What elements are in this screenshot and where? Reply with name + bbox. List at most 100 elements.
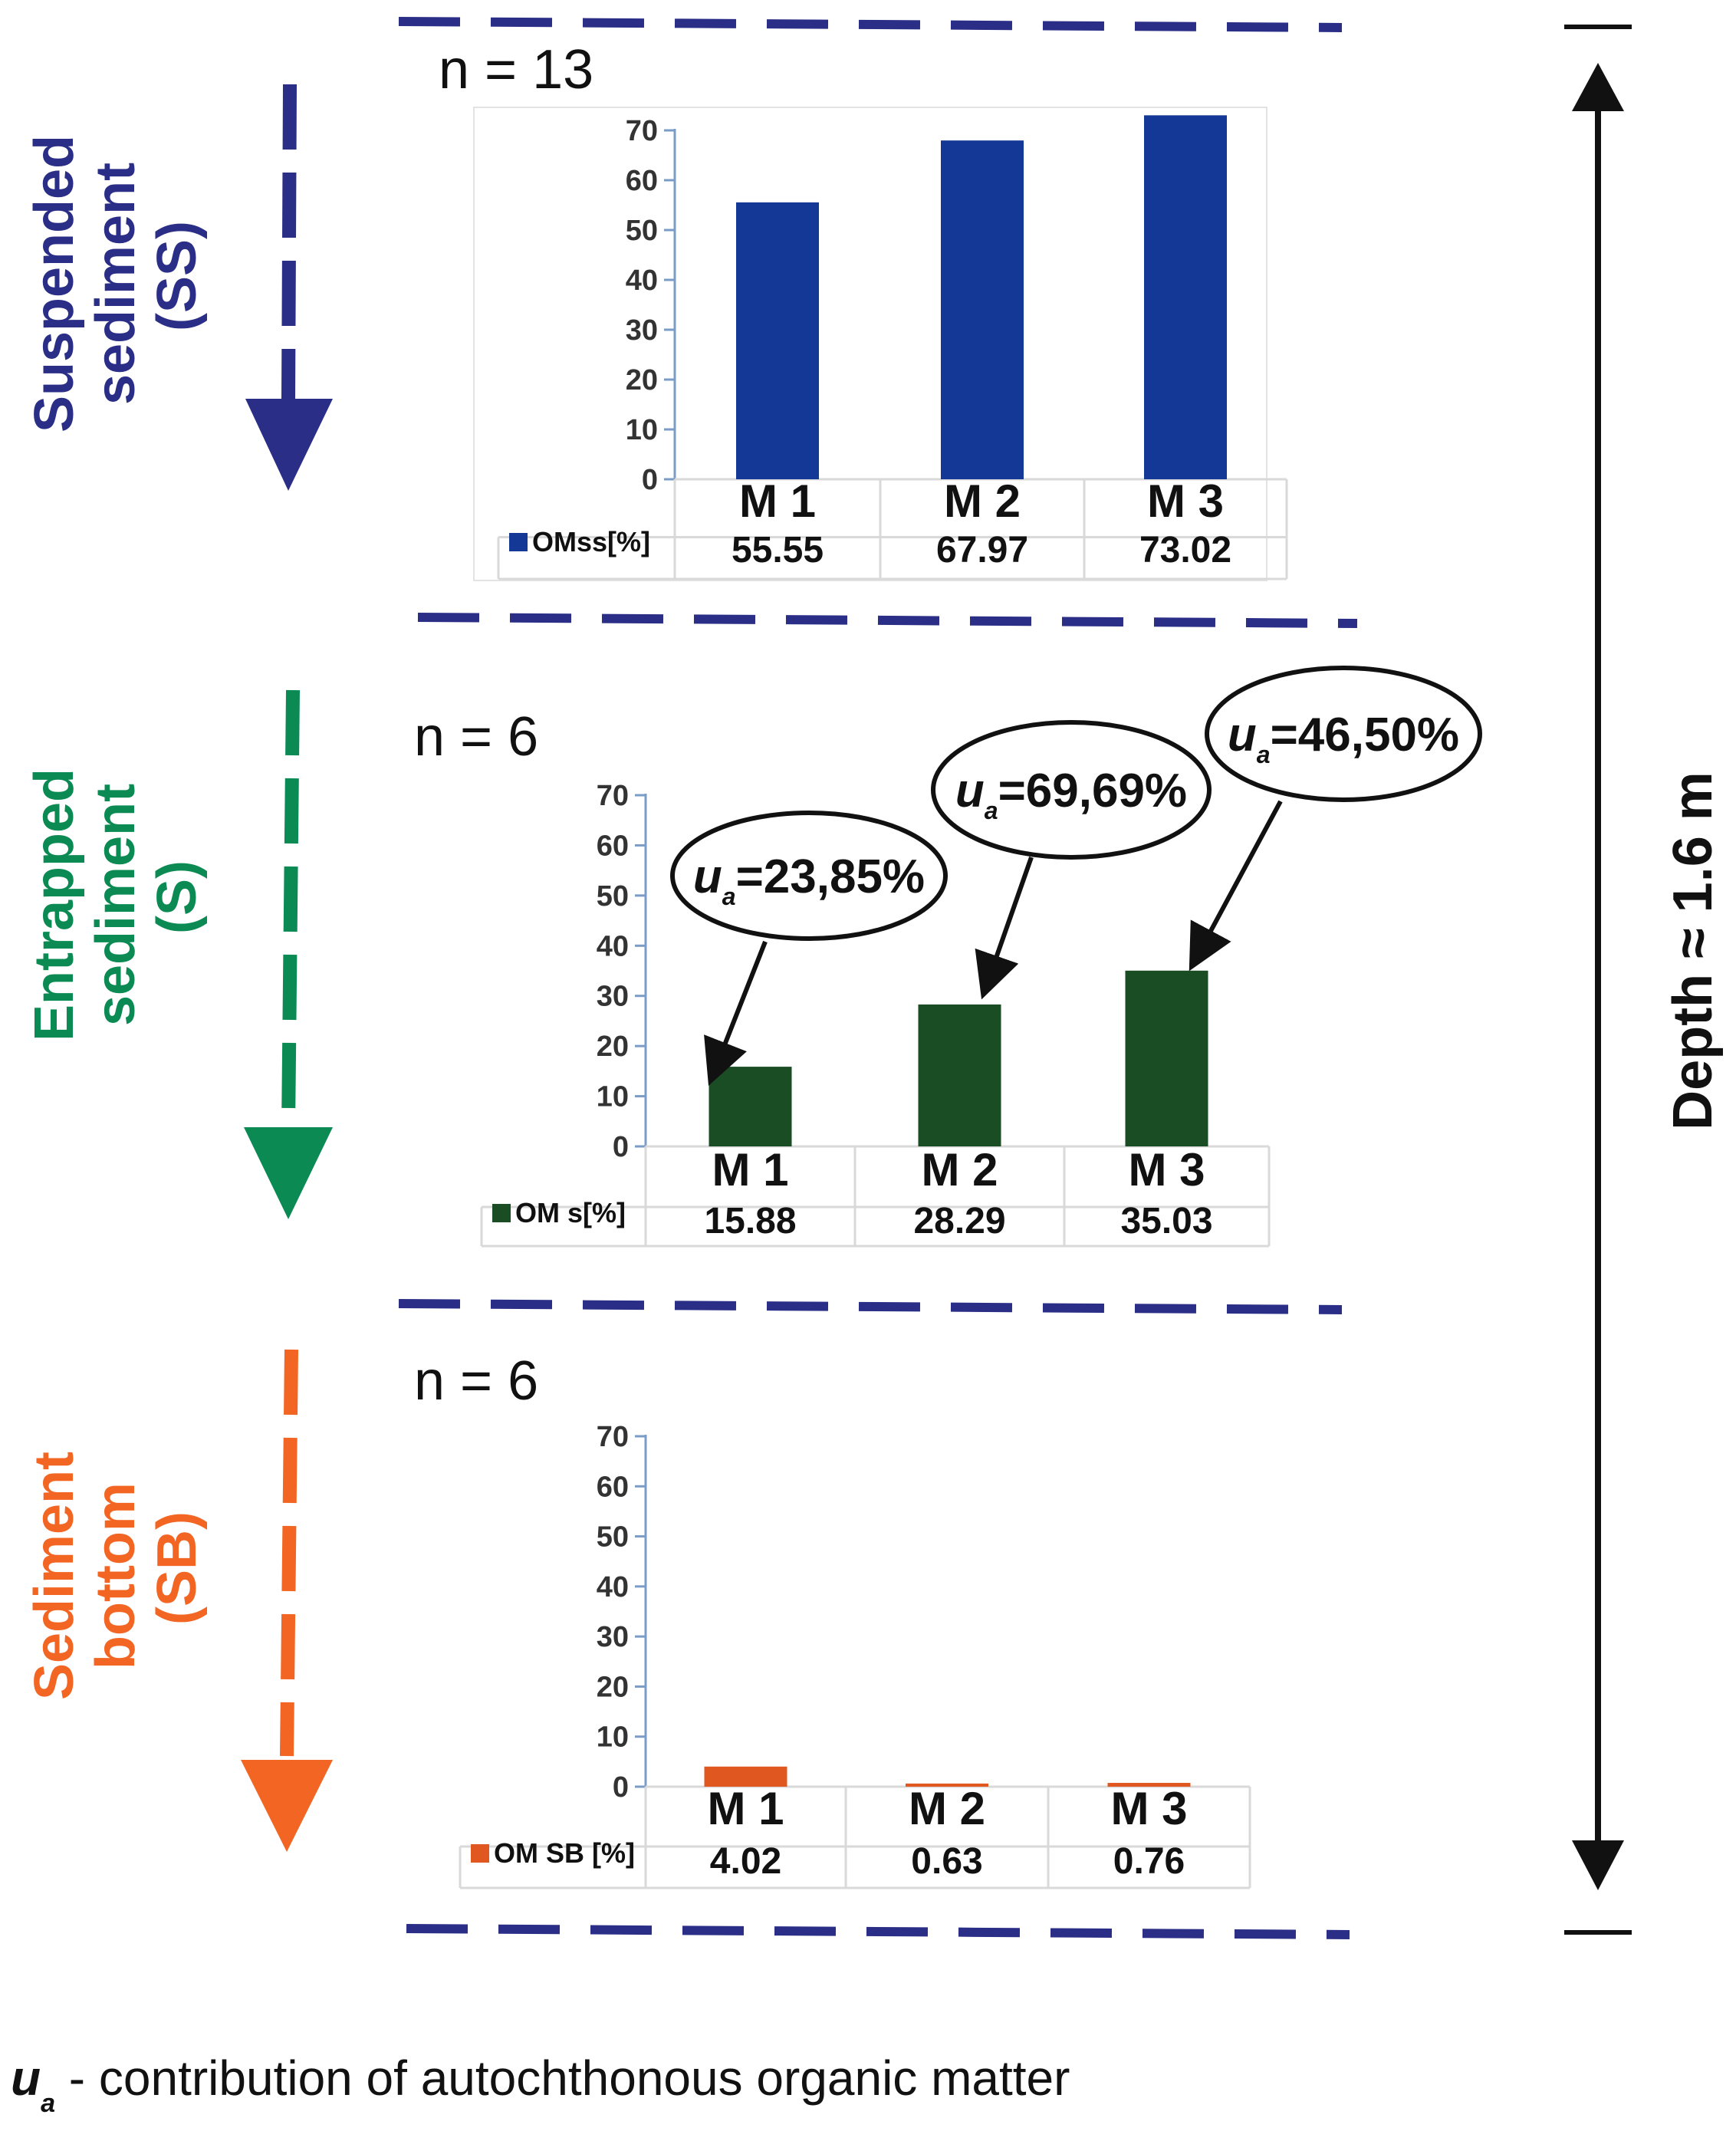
sample-count-label: n = 6 [414, 706, 538, 768]
category-label: M 3 [1128, 1144, 1205, 1195]
callout-symbol: u [693, 850, 722, 903]
legend-label: OM s[%] [515, 1197, 626, 1228]
legend-label: OM SB [%] [494, 1837, 635, 1869]
section-label-line: (SB) [146, 1511, 208, 1625]
section-separators [398, 17, 1358, 1939]
category-label: M 1 [712, 1144, 788, 1195]
footnote: ua - contribution of autochthonous organ… [11, 2050, 1070, 2118]
separator-ss-s [417, 613, 1358, 628]
separator-s-sb [398, 1299, 1343, 1314]
callout-symbol: u [955, 765, 985, 817]
bar-m3 [1107, 1783, 1191, 1787]
callout-value: =69,69% [998, 765, 1188, 817]
callout-ellipse [931, 720, 1212, 860]
bar-m3 [1125, 970, 1208, 1146]
section-label-line: sediment [85, 784, 146, 1026]
sample-count-label: n = 13 [439, 39, 593, 100]
bar-m2 [941, 140, 1024, 479]
y-tick-label: 10 [597, 1081, 629, 1113]
section-label-line: bottom [85, 1482, 146, 1669]
value-label: 0.76 [1113, 1841, 1185, 1882]
depth-indicator [1564, 25, 1632, 1935]
depth-label: Depth ≈ 1.6 m [1662, 771, 1724, 1130]
y-tick-label: 40 [626, 265, 658, 297]
callout-value: =23,85% [736, 850, 926, 903]
y-tick-label: 70 [597, 1421, 629, 1453]
section-label-line: sediment [85, 163, 146, 405]
category-label: M 3 [1147, 475, 1224, 527]
legend-swatch [492, 1204, 511, 1222]
section-arrow-sb [241, 1349, 333, 1852]
y-tick-label: 60 [597, 1471, 629, 1503]
y-tick-label: 10 [626, 414, 658, 446]
y-tick-label: 0 [613, 1131, 629, 1163]
y-tick-label: 20 [597, 1671, 629, 1703]
section-label-line: Entrapped [24, 768, 85, 1041]
value-label: 15.88 [704, 1201, 796, 1241]
callout-ellipse [670, 811, 948, 941]
callout-text: ua=69,69% [955, 765, 1187, 824]
callout-ellipse [1205, 666, 1482, 802]
section-label-line: Sediment [24, 1452, 85, 1700]
category-label: M 2 [944, 475, 1021, 527]
y-tick-label: 0 [613, 1771, 629, 1804]
callout-subscript: a [722, 883, 736, 910]
callout-arrow [704, 940, 768, 1086]
bar-m2 [906, 1783, 988, 1787]
ua-callout: ua=46,50% [1189, 666, 1482, 972]
callout-arrow [1189, 800, 1283, 972]
y-tick-label: 30 [626, 314, 658, 347]
separator-top [398, 17, 1343, 32]
y-tick-label: 0 [642, 464, 658, 496]
value-label: 67.97 [936, 530, 1028, 571]
chart-frame [473, 107, 1267, 581]
callout-subscript: a [1257, 741, 1271, 768]
chart-suspended-sediment: n = 13 0 10 20 30 40 50 60 70 OMss[%] M 155.55 M 26… [439, 39, 1288, 581]
y-tick-label: 30 [597, 981, 629, 1013]
y-tick-label: 70 [626, 115, 658, 147]
y-tick-label: 30 [597, 1621, 629, 1653]
sample-count-label: n = 6 [414, 1350, 538, 1412]
section-label-s: Entrapped sediment (S) [24, 753, 208, 1041]
section-label-sb: Sediment bottom (SB) [24, 1436, 208, 1700]
value-label: 35.03 [1120, 1201, 1212, 1241]
category-label: M 1 [739, 475, 816, 527]
category-label: M 2 [921, 1144, 998, 1195]
bar-m3 [1144, 115, 1227, 479]
callout-text: ua=23,85% [693, 850, 925, 910]
ua-callout: ua=23,85% [670, 811, 948, 1086]
section-arrow-s [244, 689, 333, 1219]
y-tick-label: 40 [597, 1571, 629, 1603]
y-tick-label: 50 [626, 215, 658, 247]
y-tick-label: 60 [626, 165, 658, 197]
footnote-text: - contribution of autochthonous organic … [55, 2050, 1070, 2106]
section-arrow-ss [245, 84, 333, 491]
section-label-line: (S) [146, 860, 208, 934]
callout-text: ua=46,50% [1228, 709, 1459, 768]
chart-entrapped-sediment: n = 6 0 10 20 30 40 50 60 70 OM s[%] M 1 15.88 M 2 28… [414, 666, 1482, 1248]
bar-m1 [704, 1766, 787, 1787]
category-label: M 2 [909, 1783, 985, 1834]
bar-m1 [736, 202, 819, 479]
value-label: 0.63 [911, 1841, 982, 1882]
legend-swatch [509, 533, 528, 551]
bar-m2 [918, 1004, 1001, 1146]
bar-m1 [709, 1067, 792, 1146]
callout-subscript: a [985, 797, 998, 824]
chart-sediment-bottom: n = 6 0 10 20 30 40 50 60 70 OM SB [%] M 1 4.02 M 2 0… [414, 1350, 1251, 1889]
y-tick-label: 20 [597, 1031, 629, 1063]
category-label: M 1 [707, 1783, 784, 1834]
value-label: 73.02 [1139, 530, 1231, 571]
value-label: 55.55 [732, 530, 824, 571]
y-tick-label: 20 [626, 364, 658, 396]
value-label: 28.29 [913, 1201, 1005, 1241]
footnote-subscript: a [41, 2089, 55, 2118]
section-label-line: Suspended [24, 135, 85, 432]
callout-value: =46,50% [1271, 709, 1460, 761]
y-tick-label: 10 [597, 1722, 629, 1754]
callout-arrow [975, 857, 1034, 1000]
y-tick-label: 50 [597, 880, 629, 913]
legend-swatch [471, 1844, 489, 1863]
value-label: 4.02 [710, 1841, 781, 1882]
